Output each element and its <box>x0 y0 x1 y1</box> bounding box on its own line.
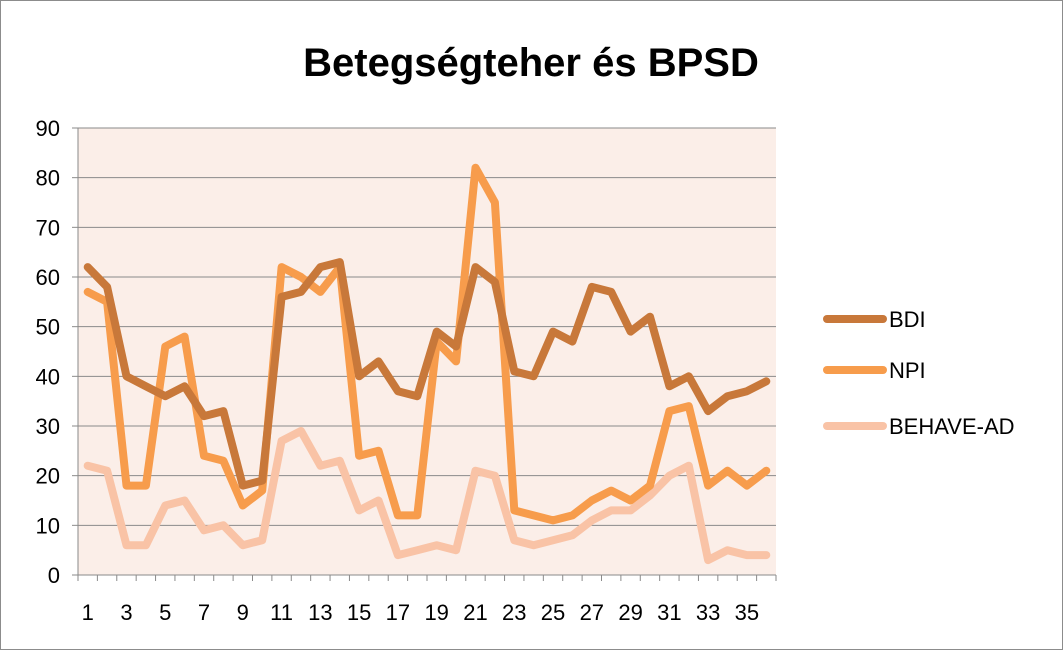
x-tick-label: 13 <box>308 600 332 625</box>
y-tick-label: 50 <box>36 315 60 340</box>
y-tick-label: 70 <box>36 215 60 240</box>
x-tick-label: 35 <box>735 600 759 625</box>
x-tick-label: 27 <box>580 600 604 625</box>
x-tick-label: 5 <box>159 600 171 625</box>
legend-label-npi: NPI <box>889 358 926 383</box>
x-tick-label: 11 <box>270 600 293 625</box>
x-tick-label: 21 <box>463 600 487 625</box>
y-tick-label: 0 <box>48 563 60 588</box>
y-tick-label: 90 <box>36 116 60 141</box>
x-tick-label: 3 <box>120 600 132 625</box>
x-tick-label: 25 <box>541 600 565 625</box>
x-tick-label: 23 <box>502 600 526 625</box>
y-tick-label: 60 <box>36 265 60 290</box>
chart-title: Betegségteher és BPSD <box>303 41 759 85</box>
x-tick-label: 7 <box>198 600 210 625</box>
x-tick-label: 31 <box>657 600 681 625</box>
y-tick-label: 30 <box>36 414 60 439</box>
series-lines <box>83 163 771 565</box>
y-tick-label: 80 <box>36 166 60 191</box>
x-tick-label: 29 <box>618 600 642 625</box>
series-line-bdi <box>83 258 771 490</box>
x-tick-label: 9 <box>237 600 249 625</box>
x-tick-label: 19 <box>424 600 448 625</box>
legend: BDI NPI BEHAVE-AD <box>823 307 1015 439</box>
series-line-npi <box>83 163 771 525</box>
y-tick-label: 10 <box>36 513 60 538</box>
legend-label-bdi: BDI <box>889 307 926 332</box>
y-tick-label: 20 <box>36 464 60 489</box>
legend-label-behave-ad: BEHAVE-AD <box>889 414 1015 439</box>
series-line-behave-ad <box>83 427 771 565</box>
x-tick-label: 1 <box>82 600 94 625</box>
x-tick-label: 15 <box>347 600 371 625</box>
x-tick-label: 17 <box>386 600 410 625</box>
y-tick-label: 40 <box>36 364 60 389</box>
x-tick-label: 33 <box>696 600 720 625</box>
